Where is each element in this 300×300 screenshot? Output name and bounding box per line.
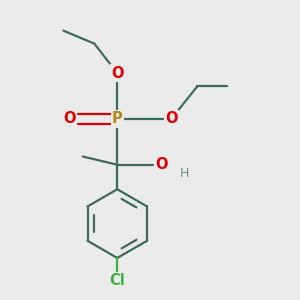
Text: O: O [165,111,178,126]
Text: Cl: Cl [110,273,125,288]
Text: O: O [111,66,124,81]
Text: O: O [64,111,76,126]
Text: P: P [112,111,123,126]
Text: H: H [179,167,189,180]
Text: O: O [155,157,168,172]
